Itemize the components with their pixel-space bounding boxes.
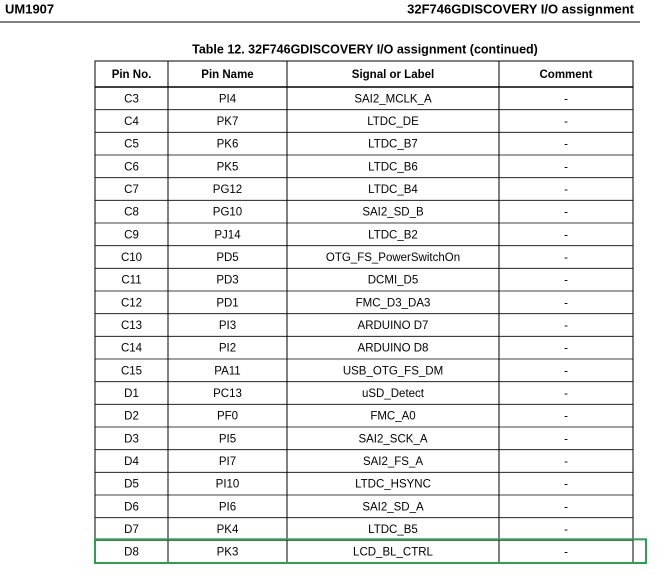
table-cell: PD5 [216, 252, 238, 264]
table-cell: C7 [124, 184, 139, 196]
table-cell: - [564, 161, 568, 173]
table-cell: - [564, 388, 568, 400]
table-cell: C13 [121, 320, 142, 332]
table-cell: PI5 [219, 433, 236, 445]
table-cell: C12 [121, 297, 142, 309]
table-cell: - [564, 320, 568, 332]
table-cell: - [564, 456, 568, 468]
table-cell: - [564, 343, 568, 355]
header-right: 32F746GDISCOVERY I/O assignment [407, 1, 635, 16]
table-cell: - [564, 229, 568, 241]
column-header: Pin Name [201, 69, 253, 81]
table-cell: LTDC_DE [367, 116, 419, 128]
column-header: Signal or Label [352, 69, 434, 81]
table-cell: PI4 [219, 93, 237, 105]
table-cell: - [564, 116, 568, 128]
table-cell: - [564, 433, 568, 445]
table-cell: LTDC_B2 [368, 229, 418, 241]
table-cell: LCD_BL_CTRL [353, 547, 433, 559]
table-cell: C15 [121, 365, 142, 377]
table-cell: OTG_FS_PowerSwitchOn [326, 252, 460, 264]
table-cell: - [564, 252, 568, 264]
table-cell: C14 [121, 343, 143, 355]
table-cell: D7 [124, 524, 139, 536]
table-cell: PI6 [219, 501, 236, 513]
table-cell: D1 [124, 388, 139, 400]
table-cell: D4 [124, 456, 139, 468]
table-cell: PI3 [219, 320, 236, 332]
table-cell: SAI2_FS_A [363, 456, 423, 468]
table-cell: uSD_Detect [362, 388, 425, 400]
table-cell: D5 [124, 479, 139, 491]
table-cell: C9 [124, 229, 139, 241]
table-cell: D3 [124, 433, 139, 445]
table-cell: - [564, 184, 568, 196]
table-cell: SAI2_SD_A [362, 501, 424, 513]
table-cell: - [564, 297, 568, 309]
table-cell: C8 [124, 207, 139, 219]
table-cell: SAI2_MCLK_A [354, 93, 432, 105]
table-cell: LTDC_B4 [368, 184, 418, 196]
table-cell: PI10 [216, 479, 240, 491]
table-cell: - [564, 207, 568, 219]
table-caption: Table 12. 32F746GDISCOVERY I/O assignmen… [192, 42, 538, 56]
table-cell: PG10 [213, 207, 242, 219]
table: Pin No. Pin Name Signal or Label Comment C3 P… [94, 60, 647, 564]
table-cell: PK4 [217, 524, 239, 536]
table-cell: - [564, 365, 568, 377]
table-cell: D6 [124, 501, 139, 513]
table-cell: LTDC_B5 [368, 524, 418, 536]
table-cell: LTDC_B7 [368, 139, 418, 151]
column-header: Comment [539, 69, 592, 81]
table-cell: FMC_D3_DA3 [356, 297, 431, 309]
table-cell: ARDUINO D8 [358, 343, 429, 355]
column-header: Pin No. [112, 69, 152, 81]
table-cell: PG12 [213, 184, 242, 196]
table-cell: PD1 [216, 297, 238, 309]
table-cell: PI2 [219, 343, 236, 355]
table-cell: D8 [124, 547, 139, 559]
table-cell: PK7 [217, 116, 239, 128]
header-left: UM1907 [5, 1, 54, 16]
table-cell: - [564, 479, 568, 491]
table-cell: - [564, 139, 568, 151]
table-cell: LTDC_B6 [368, 161, 418, 173]
table-cell: PI7 [219, 456, 236, 468]
table-cell: - [564, 275, 568, 287]
table-cell: C5 [124, 139, 139, 151]
table-cell: C11 [121, 275, 141, 287]
table-cell: PA11 [214, 365, 240, 377]
table-cell: PK5 [217, 161, 239, 173]
table-cell: SAI2_SCK_A [358, 433, 427, 445]
table-cell: USB_OTG_FS_DM [343, 365, 443, 377]
table-cell: ARDUINO D7 [358, 320, 429, 332]
table-cell: PK6 [217, 139, 239, 151]
table-cell: C3 [124, 93, 139, 105]
table-cell: - [564, 411, 568, 423]
table-cell: FMC_A0 [370, 411, 415, 423]
table-cell: PK3 [217, 547, 239, 559]
table-cell: SAI2_SD_B [362, 207, 424, 219]
table-cell: PD3 [216, 275, 238, 287]
table-cell: - [564, 501, 568, 513]
table-cell: C6 [124, 161, 139, 173]
table-cell: D2 [124, 411, 139, 423]
table-cell: PC13 [213, 388, 242, 400]
table-cell: PJ14 [214, 229, 241, 241]
table-cell: - [564, 547, 568, 559]
table-cell: C10 [121, 252, 142, 264]
row-highlight [94, 538, 647, 564]
table-cell: LTDC_HSYNC [355, 479, 431, 491]
table-cell: - [564, 93, 568, 105]
table-cell: PF0 [217, 411, 238, 423]
table-cell: - [564, 524, 568, 536]
table-cell: C4 [124, 116, 139, 128]
table-cell: DCMI_D5 [368, 275, 418, 287]
